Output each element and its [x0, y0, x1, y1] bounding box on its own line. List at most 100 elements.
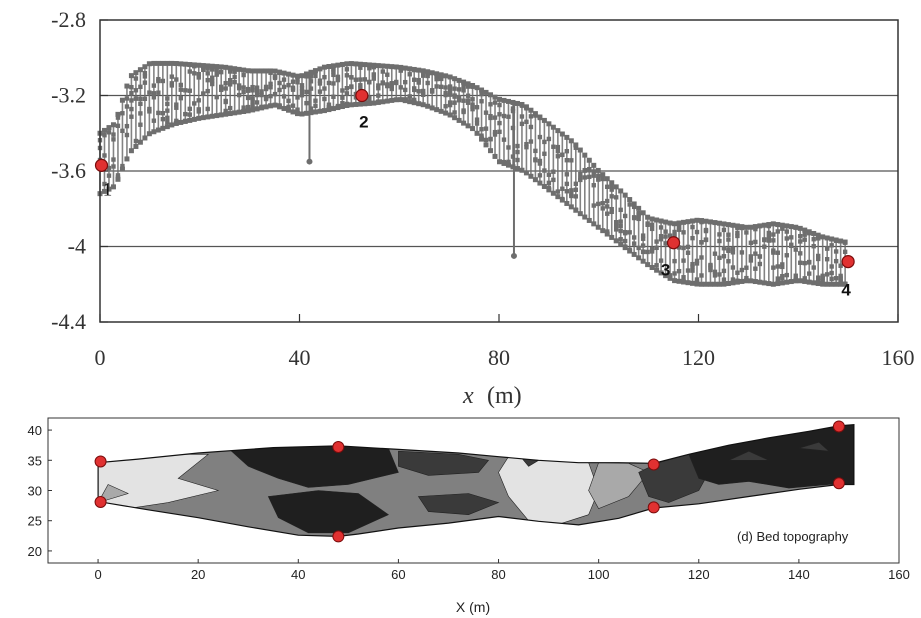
- band-marker: [618, 223, 623, 229]
- band-marker: [793, 224, 799, 230]
- band-marker: [456, 77, 462, 83]
- band-marker: [416, 101, 422, 107]
- band-marker: [559, 131, 565, 137]
- band-marker: [115, 176, 121, 182]
- band-marker: [649, 246, 655, 252]
- band-marker: [663, 241, 668, 246]
- band-marker: [802, 260, 807, 266]
- band-marker: [367, 96, 372, 102]
- band-marker: [587, 174, 592, 180]
- band-marker: [614, 220, 619, 225]
- band-marker: [573, 142, 579, 148]
- band-marker: [151, 60, 157, 66]
- band-marker: [277, 80, 282, 86]
- band-marker: [640, 233, 646, 238]
- band-marker: [277, 87, 282, 93]
- band-marker: [335, 105, 341, 111]
- band-marker: [174, 102, 179, 107]
- x-tick-label: 160: [888, 567, 910, 582]
- band-marker: [488, 102, 493, 107]
- band-marker: [102, 153, 107, 158]
- band-marker: [146, 131, 152, 137]
- band-marker: [537, 161, 543, 166]
- band-marker: [138, 111, 143, 116]
- band-marker: [138, 84, 143, 90]
- band-marker: [658, 225, 664, 230]
- point-marker: [94, 455, 107, 468]
- band-marker: [137, 139, 143, 145]
- band-marker: [708, 265, 713, 271]
- band-marker: [721, 268, 727, 274]
- band-marker: [286, 82, 291, 88]
- band-marker: [829, 243, 834, 248]
- band-marker: [111, 157, 116, 162]
- band-marker: [340, 88, 345, 93]
- band-marker: [290, 103, 296, 108]
- band-marker: [753, 266, 758, 271]
- band-marker: [358, 86, 363, 91]
- band-marker: [654, 217, 660, 223]
- band-marker: [726, 232, 731, 237]
- band-marker: [766, 281, 772, 287]
- band-marker: [761, 222, 767, 228]
- band-marker: [165, 108, 170, 113]
- band-marker: [241, 109, 247, 115]
- band-marker: [443, 85, 448, 90]
- band-marker: [160, 110, 166, 116]
- band-marker: [115, 111, 121, 117]
- band-marker: [676, 220, 682, 226]
- band-marker: [533, 157, 538, 162]
- band-marker: [829, 281, 835, 287]
- band-marker: [138, 96, 143, 102]
- band-marker: [672, 233, 677, 239]
- band-marker: [672, 229, 677, 235]
- band-marker: [214, 68, 219, 74]
- band-marker: [483, 137, 489, 143]
- band-marker: [784, 236, 789, 241]
- band-marker: [753, 251, 758, 256]
- band-marker: [263, 84, 269, 90]
- band-marker: [654, 245, 659, 251]
- elevation-band: [97, 60, 848, 287]
- band-marker: [331, 72, 336, 78]
- band-marker: [609, 234, 615, 240]
- band-marker: [389, 64, 395, 70]
- x-tick-label: 160: [882, 345, 915, 370]
- band-marker: [676, 245, 682, 250]
- band-marker: [407, 94, 412, 99]
- band-marker: [290, 79, 296, 84]
- band-marker: [151, 91, 157, 96]
- band-marker: [120, 163, 125, 169]
- band-marker: [156, 110, 161, 116]
- band-marker: [384, 98, 390, 104]
- band-marker: [762, 244, 767, 249]
- spike-end: [306, 158, 313, 165]
- band-marker: [595, 224, 601, 230]
- band-marker: [788, 224, 794, 230]
- band-marker: [596, 173, 601, 179]
- band-marker: [187, 106, 192, 112]
- band-marker: [281, 94, 287, 99]
- band-marker: [277, 69, 283, 75]
- band-marker: [820, 281, 826, 287]
- point-label: 1: [103, 179, 113, 200]
- band-marker: [210, 67, 215, 72]
- band-marker: [604, 231, 610, 237]
- band-marker: [330, 63, 336, 69]
- band-marker: [766, 234, 772, 240]
- band-marker: [564, 189, 570, 194]
- band-marker: [717, 238, 722, 244]
- band-marker: [218, 112, 224, 118]
- y-tick-label: -3.6: [51, 158, 86, 183]
- band-marker: [824, 272, 830, 277]
- band-marker: [609, 180, 615, 186]
- band-marker: [506, 114, 511, 119]
- x-tick-label: 80: [491, 567, 505, 582]
- band-marker: [196, 71, 201, 77]
- band-marker: [227, 78, 233, 83]
- band-marker: [694, 281, 700, 287]
- band-marker: [196, 75, 201, 80]
- band-marker: [591, 221, 597, 227]
- band-marker: [416, 89, 421, 94]
- band-marker: [757, 223, 763, 229]
